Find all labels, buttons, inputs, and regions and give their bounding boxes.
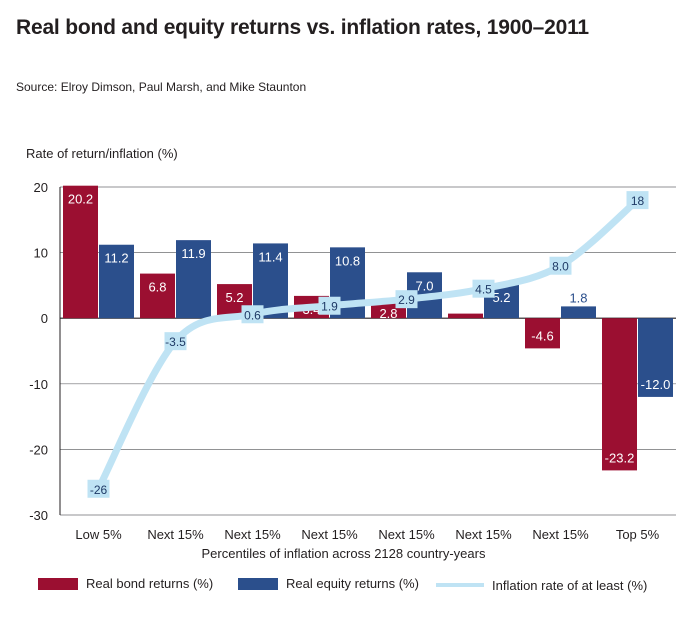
inflation-marker: [241, 305, 264, 324]
y-tick-label: -20: [29, 442, 48, 457]
legend-swatch-inflation: [436, 576, 484, 594]
legend: Real bond returns (%) Real equity return…: [0, 576, 687, 596]
equity-data-label: 11.4: [258, 249, 282, 264]
bond-bar: [63, 185, 98, 319]
x-tick-label: Next 15%: [378, 527, 435, 542]
y-tick-label: -10: [29, 377, 48, 392]
inflation-marker: [318, 296, 341, 315]
inflation-marker: [549, 256, 572, 275]
x-tick-label: Low 5%: [75, 527, 122, 542]
inflation-data-label: 8.0: [552, 260, 569, 274]
legend-swatch-equity: [238, 577, 278, 590]
inflation-data-label: 1.9: [321, 300, 338, 314]
equity-data-label: 11.9: [181, 246, 205, 261]
inflation-marker: [87, 479, 110, 498]
equity-bar: [561, 306, 596, 319]
bond-data-label: -4.6: [531, 328, 553, 343]
bond-data-label: 6.8: [148, 280, 166, 295]
x-tick-label: Next 15%: [455, 527, 512, 542]
y-tick-label: -30: [29, 508, 48, 523]
inflation-marker: [164, 332, 187, 351]
legend-item-equity: Real equity returns (%): [238, 576, 419, 591]
bond-bar: [525, 318, 560, 349]
y-tick-label: 20: [34, 180, 48, 195]
chart-title: Real bond and equity returns vs. inflati…: [16, 16, 589, 39]
bond-data-label: 20.2: [68, 192, 93, 207]
inflation-marker: [472, 279, 495, 298]
equity-bar: [638, 318, 673, 397]
y-axis-label: Rate of return/inflation (%): [26, 146, 178, 161]
bond-data-label: 2.8: [379, 306, 397, 321]
x-tick-label: Next 15%: [147, 527, 204, 542]
equity-data-label: 5.2: [492, 290, 510, 305]
legend-item-bond: Real bond returns (%): [38, 576, 213, 591]
inflation-data-label: -26: [90, 483, 108, 497]
x-tick-label: Top 5%: [616, 527, 660, 542]
bond-bar: [140, 273, 175, 319]
legend-label-inflation: Inflation rate of at least (%): [492, 577, 648, 593]
inflation-data-label: -3.5: [165, 335, 186, 349]
bond-data-label: -23.2: [605, 450, 635, 465]
x-tick-label: Next 15%: [224, 527, 281, 542]
legend-item-inflation: Inflation rate of at least (%): [436, 576, 647, 594]
equity-data-label: 10.8: [335, 253, 360, 268]
x-tick-label: Next 15%: [532, 527, 589, 542]
equity-data-label: -12.0: [641, 377, 671, 392]
legend-label-bond: Real bond returns (%): [86, 576, 214, 591]
bond-bar: [448, 313, 483, 319]
bond-data-label: 5.2: [225, 290, 243, 305]
equity-data-label: 7.0: [415, 278, 433, 293]
inflation-data-label: 2.9: [398, 293, 415, 307]
inflation-marker: [626, 191, 649, 210]
inflation-data-label: 4.5: [475, 283, 492, 297]
bond-bar: [602, 318, 637, 471]
equity-bar: [176, 240, 211, 319]
x-axis-label: Percentiles of inflation across 2128 cou…: [201, 546, 486, 561]
equity-data-label: 1.8: [569, 290, 587, 305]
legend-label-equity: Real equity returns (%): [286, 576, 419, 591]
legend-swatch-bond: [38, 577, 78, 590]
y-tick-label: 10: [34, 246, 48, 261]
inflation-marker: [395, 290, 418, 309]
x-tick-label: Next 15%: [301, 527, 358, 542]
equity-data-label: 11.2: [104, 251, 128, 266]
equity-bar: [99, 244, 134, 319]
y-tick-label: 0: [41, 311, 48, 326]
inflation-data-label: 18: [631, 194, 645, 208]
source-note: Source: Elroy Dimson, Paul Marsh, and Mi…: [16, 80, 307, 94]
inflation-data-label: 0.6: [244, 308, 261, 322]
